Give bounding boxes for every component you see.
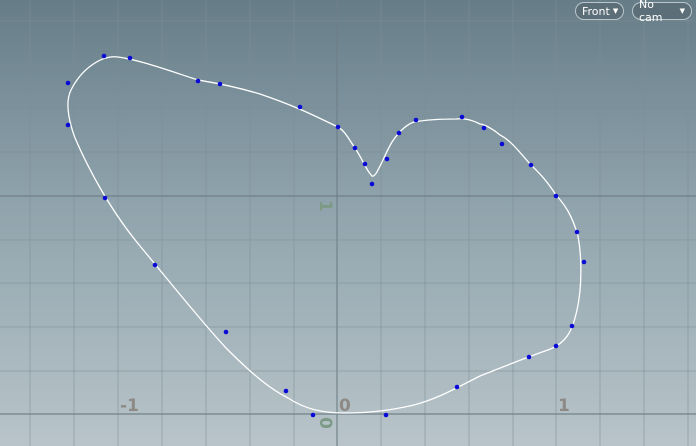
view-menu-label: Front <box>582 4 610 18</box>
control-point[interactable] <box>413 117 419 123</box>
control-point[interactable] <box>499 141 505 147</box>
x-axis-label-zero: 0 <box>339 396 351 416</box>
camera-menu-button[interactable]: No cam ▼ <box>632 0 692 24</box>
view-menu-button[interactable]: Front ▼ <box>575 2 624 20</box>
control-point[interactable] <box>454 384 460 390</box>
control-point[interactable] <box>581 259 587 265</box>
axis-labels: -1 0 1 1 0 <box>120 200 570 429</box>
control-point[interactable] <box>223 329 229 335</box>
control-point[interactable] <box>574 229 580 235</box>
control-point[interactable] <box>526 354 532 360</box>
control-point[interactable] <box>65 122 71 128</box>
control-point[interactable] <box>369 181 375 187</box>
control-point[interactable] <box>335 124 341 130</box>
y-axis-label-zero: 0 <box>315 417 335 429</box>
bezier-curve[interactable] <box>67 56 582 414</box>
control-point[interactable] <box>553 193 559 199</box>
chevron-down-icon: ▼ <box>679 7 685 15</box>
y-axis-label-one: 1 <box>315 200 335 212</box>
control-point[interactable] <box>217 81 223 87</box>
control-point[interactable] <box>383 412 389 418</box>
control-point[interactable] <box>481 125 487 131</box>
camera-menu-label: No cam <box>639 0 663 24</box>
x-axis-label-neg1: -1 <box>120 396 139 416</box>
control-point[interactable] <box>384 156 390 162</box>
control-point[interactable] <box>101 53 107 59</box>
control-point[interactable] <box>459 114 465 120</box>
control-point[interactable] <box>102 195 108 201</box>
control-point[interactable] <box>528 162 534 168</box>
control-point[interactable] <box>352 145 358 151</box>
control-points[interactable] <box>65 53 587 418</box>
x-axis-label-pos1: 1 <box>558 396 570 416</box>
control-point[interactable] <box>297 104 303 110</box>
control-point[interactable] <box>195 78 201 84</box>
control-point[interactable] <box>362 161 368 167</box>
control-point[interactable] <box>283 388 289 394</box>
control-point[interactable] <box>65 80 71 86</box>
control-point[interactable] <box>553 343 559 349</box>
control-point[interactable] <box>569 323 575 329</box>
control-point[interactable] <box>396 130 402 136</box>
control-point[interactable] <box>310 412 316 418</box>
control-point[interactable] <box>152 262 158 268</box>
chevron-down-icon: ▼ <box>612 7 619 15</box>
control-point[interactable] <box>127 55 133 61</box>
